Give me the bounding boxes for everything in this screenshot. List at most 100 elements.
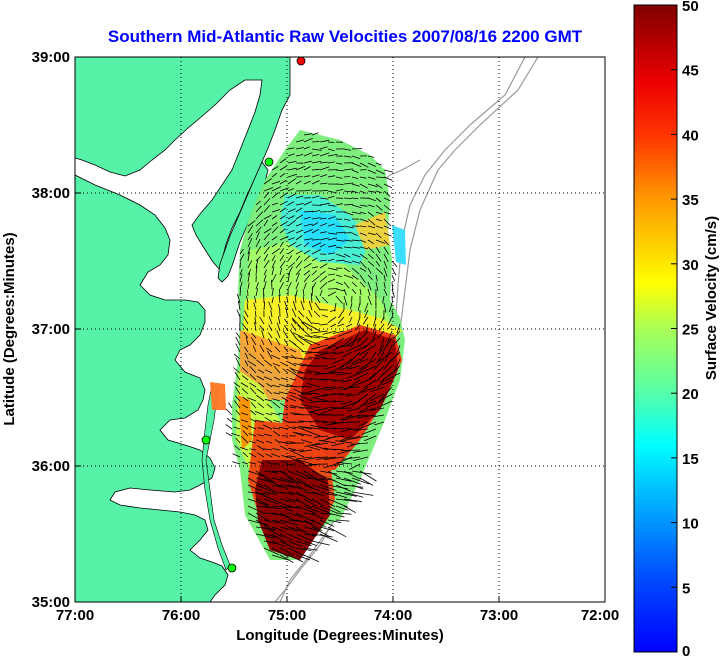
velocity-vector xyxy=(257,461,265,465)
velocity-vector xyxy=(350,302,353,310)
velocity-vector xyxy=(358,344,377,356)
velocity-vector xyxy=(331,442,345,447)
colorbar-tick-label: 5 xyxy=(682,580,690,597)
velocity-vector xyxy=(287,249,295,255)
velocity-vector xyxy=(356,323,361,331)
velocity-vector xyxy=(351,197,359,200)
velocity-vector xyxy=(303,249,311,255)
radar-sites xyxy=(201,57,306,573)
velocity-vector xyxy=(309,421,321,423)
velocity-vector xyxy=(318,439,337,444)
velocity-vector xyxy=(256,452,265,458)
velocity-vector xyxy=(319,275,328,283)
velocity-vector xyxy=(233,353,241,360)
velocity-vector xyxy=(303,189,312,192)
velocity-vector xyxy=(335,288,346,292)
y-axis-label: Latitude (Degrees:Minutes) xyxy=(1,232,18,425)
velocity-vector xyxy=(292,332,305,339)
velocity-vectors xyxy=(225,132,401,564)
velocity-vector xyxy=(289,367,297,374)
velocity-vector xyxy=(295,519,313,524)
velocity-vector xyxy=(319,426,337,430)
velocity-vector xyxy=(367,204,375,208)
velocity-vector xyxy=(279,512,297,522)
velocity-vector xyxy=(369,365,385,381)
velocity-vector xyxy=(295,272,300,283)
velocity-vector xyxy=(256,375,265,381)
velocity-vector xyxy=(295,505,316,514)
velocity-vector xyxy=(340,400,353,405)
velocity-vector xyxy=(295,554,311,561)
velocity-vector xyxy=(321,421,337,423)
velocity-vector xyxy=(295,540,312,547)
velocity-vector xyxy=(295,337,305,346)
velocity-vector xyxy=(263,214,272,220)
velocity-vector xyxy=(271,453,281,458)
velocity-vector xyxy=(311,533,333,538)
velocity-vector xyxy=(327,252,336,255)
x-tick-label: 72:00 xyxy=(581,607,619,624)
velocity-vector xyxy=(352,393,369,406)
velocity-vector xyxy=(358,421,377,430)
velocity-vector xyxy=(247,237,253,248)
velocity-vector xyxy=(287,266,293,276)
velocity-vector xyxy=(359,358,377,370)
velocity-vector xyxy=(257,382,265,388)
velocity-vector xyxy=(332,344,345,352)
velocity-vector xyxy=(255,491,274,501)
velocity-vector xyxy=(376,351,385,363)
velocity-vector xyxy=(351,379,369,388)
velocity-vector xyxy=(303,263,312,269)
velocity-vector xyxy=(279,477,300,484)
velocity-vector xyxy=(271,547,289,558)
velocity-vector xyxy=(319,166,330,171)
velocity-vector xyxy=(241,323,249,332)
velocity-vector xyxy=(327,470,341,479)
velocity-vector xyxy=(279,235,289,241)
velocity-vector xyxy=(247,272,251,283)
velocity-vector xyxy=(333,463,345,466)
velocity-vector xyxy=(311,154,320,157)
velocity-vector xyxy=(322,386,337,389)
velocity-vector xyxy=(279,384,289,388)
velocity-vector xyxy=(375,176,386,178)
velocity-vector xyxy=(301,426,321,430)
velocity-vector xyxy=(378,323,385,332)
velocity-vector xyxy=(335,491,357,497)
velocity-vector xyxy=(266,403,273,409)
velocity-vector xyxy=(289,378,297,381)
velocity-vector xyxy=(292,449,305,451)
velocity-vector xyxy=(287,368,305,381)
velocity-vector xyxy=(328,371,345,374)
velocity-vector xyxy=(327,204,336,207)
velocity-vector xyxy=(296,456,313,460)
velocity-vector xyxy=(272,427,281,430)
velocity-vector xyxy=(266,347,273,353)
velocity-vector xyxy=(252,345,257,353)
velocity-vector xyxy=(246,295,249,304)
velocity-vector xyxy=(249,365,257,374)
velocity-vector xyxy=(255,477,273,483)
velocity-vector xyxy=(271,533,287,544)
velocity-vector xyxy=(254,411,265,416)
velocity-vector xyxy=(297,335,313,346)
velocity-vector xyxy=(299,449,313,453)
velocity-vector xyxy=(289,348,297,353)
velocity-vector xyxy=(380,372,393,383)
velocity-vector xyxy=(295,223,303,227)
velocity-vector xyxy=(308,356,321,360)
velocity-vector xyxy=(327,148,335,152)
velocity-vector xyxy=(309,400,321,403)
x-tick-label: 74:00 xyxy=(374,607,412,624)
velocity-vector xyxy=(248,452,257,458)
velocity-vector xyxy=(343,148,352,151)
velocity-vector xyxy=(346,386,361,389)
velocity-vector xyxy=(279,540,295,549)
velocity-vector xyxy=(319,378,337,381)
velocity-vector xyxy=(271,484,288,489)
velocity-vector xyxy=(366,400,385,408)
velocity-vector xyxy=(240,419,249,423)
velocity-vector xyxy=(247,498,268,506)
velocity-vector xyxy=(373,316,377,327)
velocity-vector xyxy=(242,404,249,409)
